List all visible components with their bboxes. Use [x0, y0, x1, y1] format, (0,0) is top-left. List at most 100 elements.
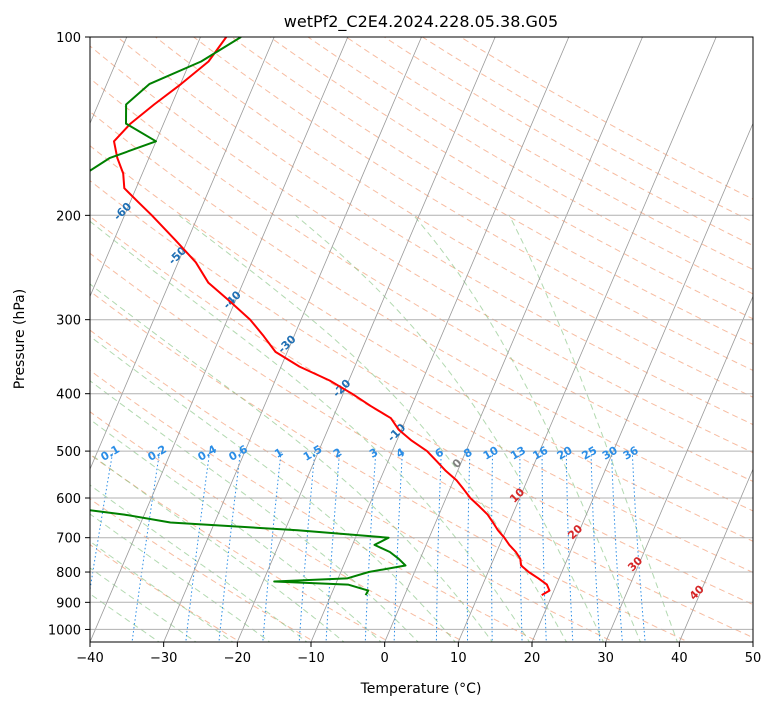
mixing-ratio-line: [298, 451, 316, 642]
mixing-ratio-label: 3: [367, 446, 380, 461]
x-tick-label: 20: [524, 651, 541, 666]
moist-adiabat: [90, 335, 456, 642]
mixing-ratio-line: [590, 451, 601, 642]
dry-adiabat: [192, 37, 753, 371]
isotherm-line: [678, 468, 753, 642]
mixing-ratio-label: 2: [331, 446, 344, 461]
mixing-ratio-label: 36: [621, 444, 641, 463]
mixing-ratio-label: 20: [555, 444, 575, 463]
mixing-ratio-line: [435, 451, 442, 642]
x-tick-label: −20: [224, 651, 251, 666]
isotherm-line: [752, 640, 753, 642]
isotherm-label: 10: [507, 485, 527, 505]
mixing-ratio-line: [325, 451, 341, 642]
dry-adiabat: [90, 180, 753, 573]
mixing-ratio-line: [90, 451, 114, 593]
isotherm-label: -10: [385, 421, 408, 444]
x-tick-label: 0: [381, 651, 389, 666]
y-axis-ticks: 100 200 300 400 500 600 700 800 900 1000: [48, 31, 90, 638]
y-tick-label: 400: [56, 388, 81, 403]
moist-adiabat: [90, 220, 531, 642]
temperature-profile-line: [113, 37, 551, 596]
dry-adiabat: [421, 37, 753, 223]
mixing-ratio-label: 4: [394, 445, 407, 460]
x-axis-ticks: −40 −30 −20 −10 0 10 20 30 40 50: [76, 642, 761, 666]
dry-adiabat: [90, 252, 753, 639]
y-tick-label: 500: [56, 445, 81, 460]
isotherm-label: 0: [450, 456, 465, 471]
isotherm-label: -60: [111, 200, 134, 223]
x-tick-label: −40: [76, 651, 103, 666]
dry-adiabat: [90, 411, 466, 642]
dry-adiabat: [90, 454, 391, 642]
dry-adiabat: [90, 369, 540, 642]
dry-adiabat: [269, 37, 753, 320]
dry-adiabat: [383, 37, 753, 247]
moist-adiabat: [90, 593, 161, 642]
y-tick-label: 800: [56, 566, 81, 581]
moist-adiabat: [90, 484, 308, 642]
isotherm-line: [310, 37, 570, 642]
x-tick-label: −10: [297, 651, 324, 666]
isotherm-label: -80: [1, 111, 24, 134]
dry-adiabat: [90, 145, 753, 542]
mixing-ratio-line: [541, 451, 547, 642]
y-tick-label: 900: [56, 596, 81, 611]
moist-adiabat: [90, 513, 271, 642]
y-axis-label: Pressure (hPa): [12, 289, 28, 389]
x-tick-label: 40: [671, 651, 688, 666]
x-tick-label: 30: [597, 651, 614, 666]
mixing-ratio-line: [491, 451, 494, 642]
mixing-ratio-label: 30: [600, 444, 620, 463]
mixing-ratio-label: 8: [461, 446, 474, 461]
mixing-ratio-line: [364, 451, 377, 642]
x-tick-label: 10: [450, 651, 467, 666]
mixing-ratio-label: 1: [272, 446, 285, 461]
mixing-ratio-label: 16: [530, 444, 550, 463]
moist-adiabat: [90, 453, 345, 642]
y-tick-label: 300: [56, 314, 81, 329]
background-lines: [90, 37, 753, 642]
isotherm-line: [457, 37, 717, 642]
isotherm-line: [236, 37, 496, 642]
isotherm-label: 40: [687, 582, 707, 602]
x-tick-label: −30: [150, 651, 177, 666]
dry-adiabat: [230, 37, 753, 345]
mixing-ratio-line: [262, 451, 282, 642]
dry-adiabat: [90, 77, 753, 482]
mixing-ratio-label: 25: [579, 444, 599, 463]
mixing-ratio-line: [393, 451, 403, 642]
grid-lines: [90, 37, 753, 642]
isotherm-label: 30: [625, 554, 645, 574]
chart-title: wetPf2_C2E4.2024.228.05.38.G05: [284, 12, 558, 32]
x-axis-label: Temperature (°C): [360, 681, 482, 697]
moist-adiabat: [90, 567, 197, 642]
isotherm-label: -70: [56, 155, 79, 178]
dry-adiabat: [90, 111, 753, 512]
dry-adiabat: [90, 544, 241, 642]
mixing-ratio-line: [131, 451, 161, 642]
y-tick-label: 700: [56, 532, 81, 547]
isotherm-label: -40: [221, 288, 244, 311]
dry-adiabat: [459, 37, 753, 200]
dewpoint-profile-line: [90, 37, 407, 596]
mixing-ratio-label: 0.6: [226, 442, 250, 463]
moist-adiabat: [90, 540, 234, 642]
series-lines: [90, 37, 551, 596]
isotherm-line: [605, 295, 753, 642]
mixing-ratio-label: 10: [481, 444, 501, 463]
isotherm-line: [90, 37, 201, 298]
mixing-ratio-line: [519, 451, 523, 642]
plot-frame: [89, 36, 754, 643]
y-tick-label: 600: [56, 492, 81, 507]
moist-adiabat: [508, 215, 678, 642]
dry-adiabat: [154, 37, 753, 398]
dry-adiabat: [90, 290, 690, 642]
y-tick-label: 1000: [48, 623, 81, 638]
moist-adiabat: [90, 380, 419, 642]
dry-adiabat: [307, 37, 753, 295]
mixing-ratio-line: [565, 451, 574, 642]
isotherm-label: -50: [166, 244, 189, 267]
